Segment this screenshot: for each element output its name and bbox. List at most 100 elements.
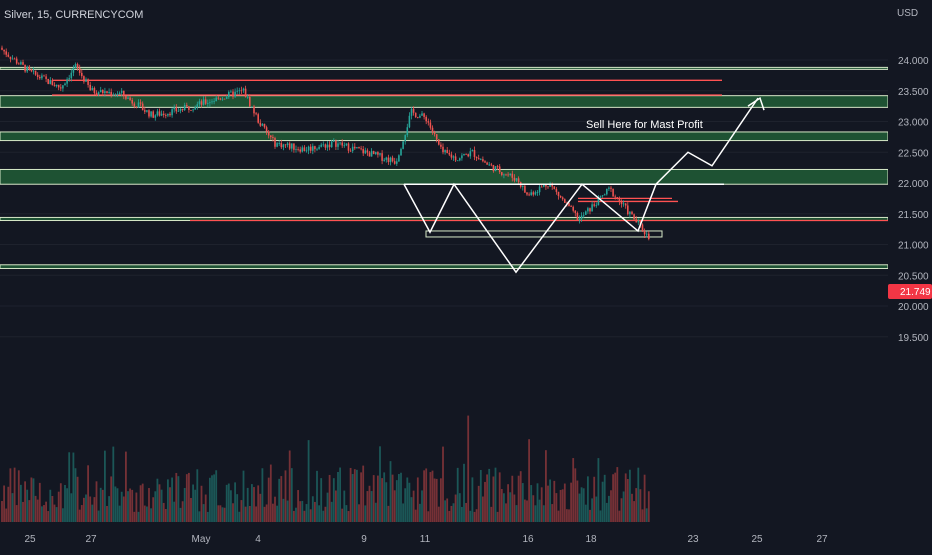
volume-bar [120,491,123,522]
resistance-lines [52,79,888,222]
candle-body [190,109,192,111]
volume-bar [335,490,337,522]
volume-bar [330,501,333,522]
candle-body [200,101,203,105]
candle-body [423,113,425,117]
grid-lines [0,59,888,338]
candle-body [18,63,20,65]
volume-bar [236,494,239,522]
candle-body [463,153,465,156]
volume-bar [185,474,188,522]
volume-bar [307,440,310,522]
candle-body [26,66,28,72]
volume-bar [64,484,66,522]
candle-body [534,192,537,195]
volume-bar [351,474,354,522]
candle-body [150,111,152,117]
candle-body [452,156,455,158]
candle-body [335,140,337,147]
candle-body [207,102,209,104]
volume-bar [162,502,165,522]
candle-body [372,151,375,155]
volume-bar [221,507,224,522]
candle-body [234,91,236,97]
candle-body [64,83,66,86]
volume-bar [370,491,373,522]
candle-body [181,108,184,111]
volume-bar [89,496,92,522]
candle-body [39,76,41,79]
volume-bar [545,450,547,522]
price-axis-panel[interactable] [888,0,932,550]
candle-body [431,127,434,133]
volume-bar [591,498,593,522]
candle-body [169,113,171,116]
volume-bar [320,478,323,522]
candle-body [616,197,619,199]
candle-body [398,155,400,162]
candle-body [387,157,390,163]
candle-body [280,143,283,148]
symbol-label[interactable]: Silver, 15, CURRENCYCOM [4,9,143,21]
candle-body [15,58,18,64]
candle-body [53,85,56,87]
volume-bar [366,491,369,522]
candle-body [188,106,190,110]
candle-body [110,91,112,96]
volume-bar [311,496,314,522]
candle-body [557,191,560,196]
candle-body [316,148,318,150]
price-tick-label: 21.000 [898,241,929,252]
time-tick-label: 18 [585,534,597,545]
candle-body [303,147,306,151]
candle-body [631,211,633,215]
candle-body [211,101,213,103]
candle-body [70,72,73,79]
candle-body [391,157,394,162]
volume-bar [15,505,18,522]
candle-body [328,144,331,148]
volume-bar [626,479,629,522]
volume-bar [97,510,100,522]
volume-bar [72,452,75,522]
candle-body [99,90,102,93]
volume-bar [30,477,33,522]
candle-body [312,146,314,151]
candle-body [318,146,320,149]
volume-bar [519,471,522,522]
volume-bar [299,501,302,522]
candle-body [221,98,224,100]
candle-body [454,156,457,161]
candle-body [404,135,406,142]
candle-body [232,91,234,97]
candle-body [36,74,39,77]
candle-body [362,149,364,154]
price-tick-label: 22.500 [898,148,929,159]
volume-bar [612,474,614,522]
candle-body [410,108,413,116]
candle-body [41,75,43,79]
candle-body [492,165,495,172]
volume-bar [458,493,461,522]
candle-body [120,90,123,93]
volume-bar [412,490,415,522]
candle-body [55,84,58,87]
volume-bar [566,509,568,522]
volume-bar [85,494,87,522]
candle-body [72,67,75,73]
candle-body [97,92,100,95]
candle-body [627,205,629,215]
volume-bar [425,468,428,522]
candle-body [259,122,262,126]
candle-body [381,153,383,161]
volume-bar [584,504,587,522]
volume-bar [505,503,507,522]
candle-body [108,91,110,94]
candle-body [377,152,379,155]
price-tick-label: 21.500 [898,210,929,221]
volume-bar [635,488,638,522]
price-tick-label: 23.000 [898,118,929,129]
candle-body [572,206,574,211]
